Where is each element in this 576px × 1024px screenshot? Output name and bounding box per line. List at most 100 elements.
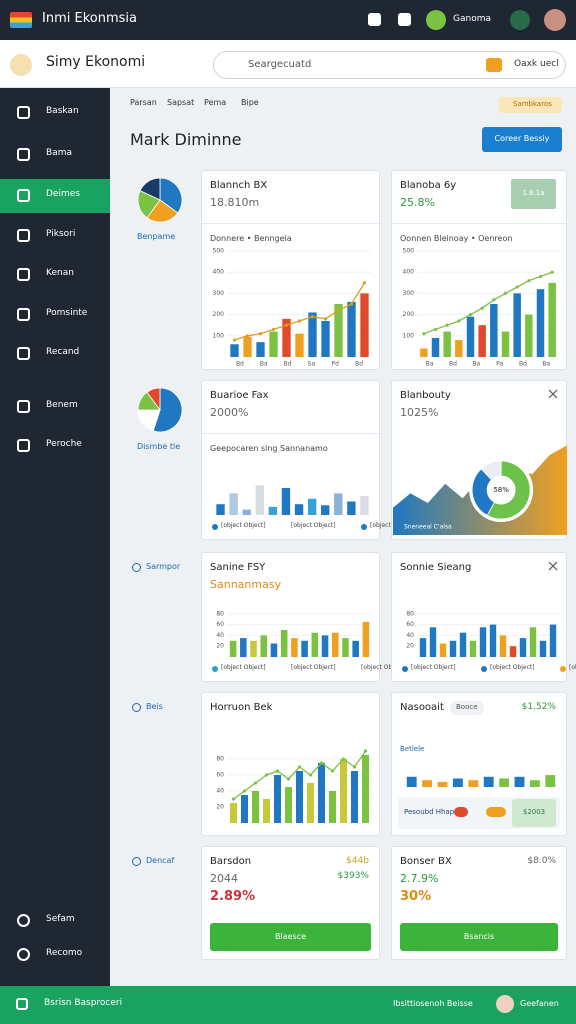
trend-point	[538, 274, 543, 279]
card-title: Sonnie Sieang	[400, 562, 472, 573]
nav-item[interactable]: Deimes	[0, 179, 110, 213]
breadcrumb-item[interactable]: Bipe	[241, 98, 259, 107]
breadcrumb-item[interactable]: Parsan	[130, 98, 157, 107]
nav-item[interactable]: Peroche	[0, 429, 110, 463]
trend-point	[323, 317, 328, 321]
y-tick-label: 40	[406, 632, 414, 639]
bar	[514, 776, 525, 787]
card-subtitle: Geepocaren sing Sannanamo	[210, 444, 328, 453]
x-tick-label: Ba	[542, 361, 550, 368]
card: Bonser BX 2.7.9% 30% $8.0% Bsancis	[391, 846, 567, 960]
nav-icon	[17, 189, 30, 202]
x-tick-label: Bd	[355, 361, 363, 368]
bar	[499, 778, 510, 787]
trend-point	[271, 327, 276, 332]
app-logo	[10, 12, 32, 28]
card-title: Blannch BX	[210, 180, 268, 191]
icon-button[interactable]	[368, 13, 381, 26]
nav-item[interactable]: Benem	[0, 390, 110, 424]
y-tick-label: 100	[403, 332, 415, 339]
card-title: Sanine FSY	[210, 562, 266, 573]
card-aside: $393%	[337, 871, 369, 881]
bar	[443, 331, 451, 357]
action-icon	[486, 58, 502, 72]
trend-point	[492, 298, 496, 302]
y-tick-label: 40	[216, 632, 224, 639]
bar	[301, 640, 308, 657]
trend-point	[457, 319, 461, 323]
nav-icon	[17, 914, 30, 927]
y-tick-label: 400	[403, 269, 415, 276]
legend-label: [object Object]	[411, 664, 456, 671]
nav-icon	[17, 439, 30, 452]
action-button[interactable]: Blaesce	[210, 923, 371, 951]
icon-button[interactable]	[398, 13, 411, 26]
nav-label: Recand	[46, 347, 80, 357]
card-value: 2.7.9%	[400, 872, 439, 885]
bar	[466, 316, 475, 357]
breadcrumb-item[interactable]: Pema	[204, 98, 227, 107]
card: Blanoba 6y 25.8% 1.8.1a Oonnen Bleinoay • O…	[391, 170, 567, 370]
search-box[interactable]: Seargecuatd Oaxk uecl	[213, 51, 566, 79]
card-aside: $1.52%	[521, 702, 556, 712]
nav-item[interactable]: Sefam	[0, 904, 110, 938]
breadcrumb-item[interactable]: Sapsat	[167, 98, 195, 107]
bar	[352, 640, 359, 657]
bar	[250, 640, 257, 657]
bar	[334, 493, 343, 515]
y-tick-label: 60	[216, 621, 224, 628]
section-label: Dencaf	[146, 856, 175, 865]
card: Blannch BX 18.810m Donnere • Benngeia 100 20…	[201, 170, 380, 370]
section-label: Beis	[146, 702, 163, 711]
card-value: 2044	[210, 872, 238, 885]
primary-button[interactable]: Coreer Bessiy	[482, 127, 562, 152]
nav-item[interactable]: Recand	[0, 337, 110, 371]
badge: Sambkaros	[499, 97, 562, 113]
nav-icon	[17, 347, 30, 360]
nav-label: Piksori	[46, 229, 76, 239]
action-button[interactable]: Bsancis	[400, 923, 558, 951]
card-value: 18.810m	[210, 196, 260, 209]
section-icon	[132, 563, 141, 572]
card-title: Bonser BX	[400, 856, 452, 867]
close-icon	[548, 389, 558, 399]
nav-item[interactable]: Piksori	[0, 219, 110, 253]
bar	[321, 320, 330, 357]
bar	[243, 336, 252, 357]
chart: 100 200 300 400 500 Bd Ba Bd Sa Pd Bd	[213, 248, 371, 368]
chip[interactable]: $2003	[512, 799, 556, 827]
chip[interactable]: Booce	[450, 701, 484, 715]
trend-point	[308, 773, 313, 777]
trend-point	[297, 319, 302, 323]
section-icon	[132, 703, 141, 712]
bar	[311, 632, 319, 657]
x-tick-label: Bd	[519, 361, 527, 368]
bar	[307, 498, 317, 515]
legend-dot	[402, 666, 408, 672]
nav-item[interactable]: Kenan	[0, 258, 110, 292]
nav-label: Recomo	[46, 948, 83, 958]
bar	[331, 632, 339, 657]
nav-item[interactable]: Bama	[0, 138, 110, 172]
card-title: Blanbouty	[400, 390, 451, 401]
y-tick-label: 20	[216, 643, 224, 650]
chart	[137, 177, 183, 223]
bar	[229, 803, 238, 823]
bar	[513, 293, 521, 357]
nav-item[interactable]: Baskan	[0, 96, 110, 130]
search-action[interactable]: Oaxk uecl	[514, 59, 559, 69]
chart: 20 40 60 80	[216, 610, 371, 657]
bar	[361, 755, 370, 823]
footer-icon	[16, 998, 28, 1010]
pie-slice	[486, 460, 531, 520]
nav-item[interactable]: Pomsinte	[0, 298, 110, 332]
x-tick-label: Bd	[449, 361, 457, 368]
card-value-secondary: 30%	[400, 889, 432, 904]
footer-left[interactable]: Bsrisn Basproceri	[44, 998, 123, 1008]
card-title: Barsdon	[210, 856, 252, 867]
badge: 1.8.1a	[511, 179, 556, 209]
nav-item[interactable]: Recomo	[0, 938, 110, 972]
chart: 20 40 60 80	[216, 749, 371, 823]
chart: 20 40 60 80	[406, 610, 558, 657]
divider	[202, 223, 379, 224]
